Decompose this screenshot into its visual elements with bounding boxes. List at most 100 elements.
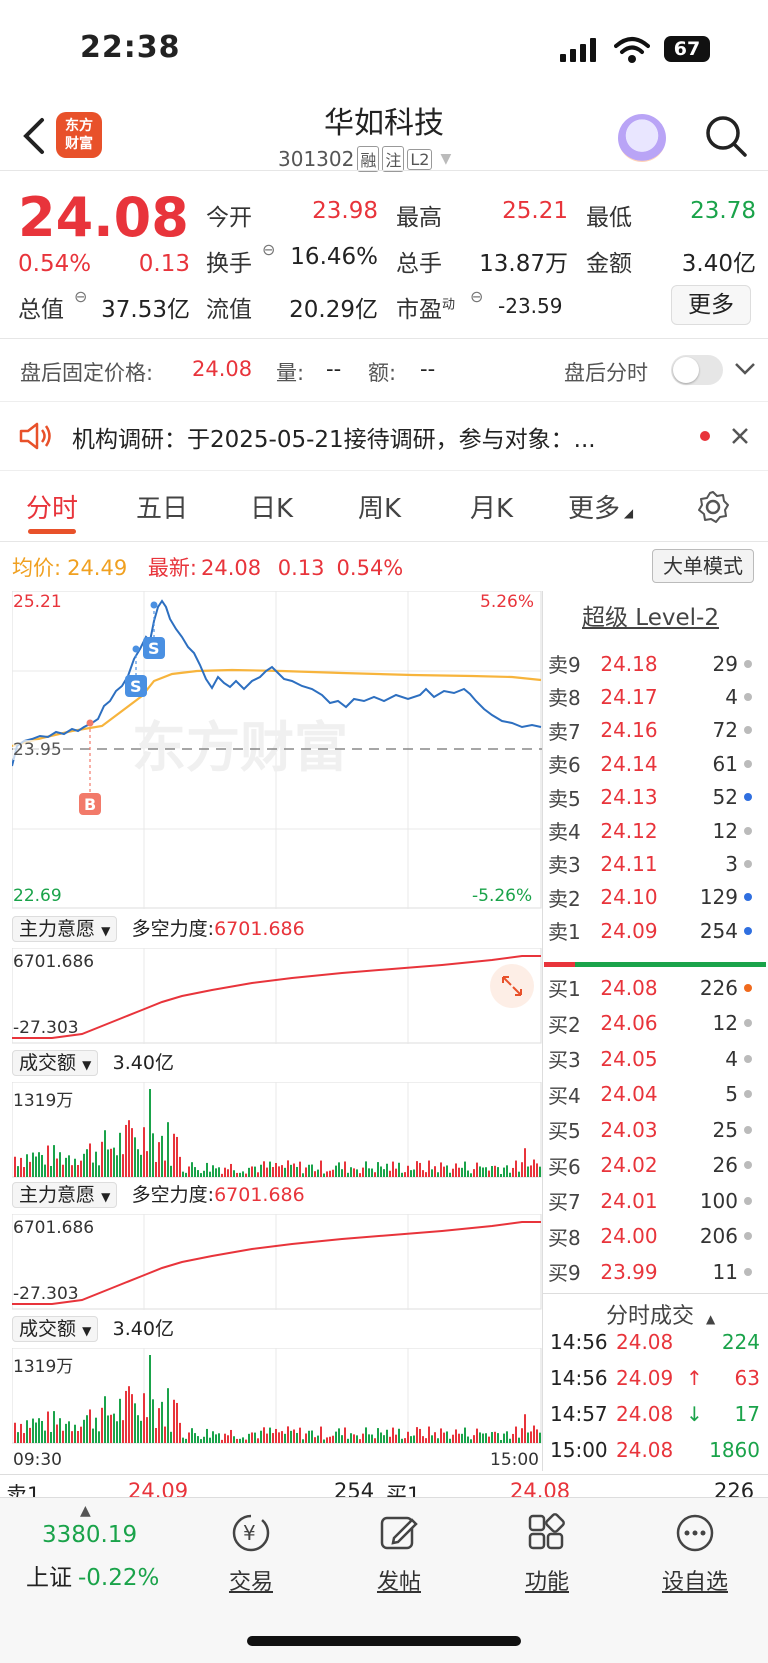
tab-more[interactable]: 更多 ◢ [568, 494, 634, 524]
tick-direction [686, 1438, 706, 1462]
sell-row[interactable]: 卖4 24.12 12 [548, 813, 762, 848]
order-level-label: 卖9 [548, 653, 581, 677]
stock-name[interactable]: 华如科技 [324, 106, 444, 141]
pe-value: -23.59 [498, 294, 563, 318]
order-dot [744, 1267, 752, 1276]
buy-row[interactable]: 买8 24.00 206 [548, 1219, 762, 1254]
buy-row[interactable]: 买5 24.03 25 [548, 1112, 762, 1147]
order-dot [744, 859, 752, 868]
turnover-label: 换手 [206, 251, 252, 277]
buy-row[interactable]: 买4 24.04 5 [548, 1077, 762, 1112]
svg-text:S: S [130, 677, 142, 696]
order-volume: 61 [712, 751, 738, 776]
stock-code-row[interactable]: 301302 融 注 L2 ▼ [278, 146, 451, 172]
ticks-title[interactable]: 分时成交 ▲ [606, 1304, 716, 1329]
buy-row[interactable]: 买7 24.01 100 [548, 1183, 762, 1218]
tick-direction: ↑ [686, 1366, 703, 1390]
indicator1-header: 主力意愿 ▼ 多空力度:6701.686 [12, 914, 305, 942]
sell-row[interactable]: 卖1 24.09 254 [548, 913, 762, 948]
order-dot [744, 893, 752, 902]
tab-five-day[interactable]: 五日 [136, 494, 189, 524]
back-icon[interactable] [20, 116, 50, 156]
low-label: 最低 [586, 205, 632, 231]
sell-row[interactable]: 卖5 24.13 52 [548, 780, 762, 815]
order-dot [744, 726, 752, 735]
chevron-down-icon[interactable] [734, 362, 756, 376]
nav-post[interactable]: 发帖 [354, 1512, 444, 1596]
order-dot [744, 1090, 752, 1098]
order-volume: 226 [699, 975, 738, 1000]
nav-add-watchlist[interactable]: 设自选 [650, 1512, 740, 1596]
search-icon[interactable] [704, 114, 748, 158]
tab-intraday[interactable]: 分时 [26, 494, 79, 524]
sell-row[interactable]: 卖8 24.17 4 [548, 679, 762, 714]
buy-row[interactable]: 买1 24.08 226 [548, 970, 762, 1005]
order-level-label: 卖3 [548, 853, 581, 878]
volume1-chart[interactable] [12, 1082, 542, 1178]
nav-trade[interactable]: ¥ 交易 [206, 1512, 296, 1596]
order-dot [744, 1125, 752, 1134]
indicator-dropdown[interactable]: 主力意愿 ▼ [12, 916, 118, 942]
tick-volume: 224 [721, 1330, 760, 1354]
order-price: 24.17 [600, 684, 658, 709]
change-percent: 0.54% [18, 251, 92, 277]
info-icon[interactable]: ⊖ [470, 287, 484, 306]
order-level-label: 买2 [548, 1012, 581, 1037]
buy-row[interactable]: 买3 24.05 4 [548, 1041, 762, 1076]
order-dot [744, 793, 752, 802]
sell-row[interactable]: 卖3 24.11 3 [548, 846, 762, 881]
intraday-price-chart[interactable]: 东方财富 B S S [12, 591, 542, 909]
order-price: 24.02 [600, 1153, 658, 1177]
indicator2-top: 6701.686 [13, 1218, 95, 1238]
buy-row[interactable]: 买2 24.06 12 [548, 1006, 762, 1041]
tick-price: 24.08 [616, 1438, 674, 1462]
order-level-label: 卖8 [548, 686, 581, 711]
tag-level2: L2 [407, 148, 433, 170]
settings-gear-icon[interactable] [696, 490, 730, 524]
buy-row[interactable]: 买6 24.02 26 [548, 1148, 762, 1183]
tick-row: 14:56 24.09 ↑ 63 [550, 1366, 760, 1390]
tick-time: 15:00 [550, 1438, 608, 1462]
order-volume: 25 [712, 1117, 738, 1142]
tab-weekly-k[interactable]: 周K [358, 494, 402, 524]
indicator2-chart[interactable] [12, 1214, 542, 1310]
nav-functions[interactable]: 功能 [502, 1512, 592, 1596]
volume-dropdown[interactable]: 成交额 ▼ [12, 1050, 99, 1076]
index-value[interactable]: 3380.19 [42, 1522, 138, 1548]
sell-row[interactable]: 卖9 24.18 29 [548, 646, 762, 681]
volume1-header: 成交额 ▼ 3.40亿 [12, 1048, 174, 1076]
sell-row[interactable]: 卖6 24.14 61 [548, 746, 762, 781]
more-button[interactable]: 更多 [671, 285, 751, 325]
sell-row[interactable]: 卖2 24.10 129 [548, 880, 762, 915]
info-icon[interactable]: ⊖ [262, 240, 276, 259]
index-line[interactable]: 上证 -0.22% [26, 1565, 160, 1591]
volume2-chart[interactable] [12, 1348, 542, 1444]
order-level-label: 买9 [548, 1261, 581, 1285]
tick-price: 24.08 [616, 1402, 674, 1426]
after-hours-toggle[interactable] [671, 355, 723, 385]
assistant-avatar-icon[interactable] [618, 114, 666, 162]
indicator-dropdown[interactable]: 主力意愿 ▼ [12, 1182, 118, 1208]
after-hours-toggle-label: 盘后分时 [564, 361, 648, 385]
open-label: 今开 [206, 205, 252, 231]
volume-dropdown[interactable]: 成交额 ▼ [12, 1316, 99, 1342]
chart-pct-max: 5.26% [480, 592, 535, 612]
sell-row[interactable]: 卖7 24.16 72 [548, 713, 762, 748]
indicator1-bottom: -27.303 [13, 1018, 79, 1038]
notice-text[interactable]: 机构调研：于2025-05-21接待调研，参与对象：... [72, 427, 596, 453]
buy-row[interactable]: 买9 23.99 11 [548, 1254, 762, 1289]
tab-daily-k[interactable]: 日K [250, 494, 294, 524]
mktcap-value: 37.53亿 [101, 297, 190, 323]
big-order-mode-button[interactable]: 大单模式 [652, 549, 754, 583]
triangle-up-icon: ▲ [80, 1503, 91, 1519]
indicator1-chart[interactable] [12, 948, 542, 1044]
change-value: 0.13 [138, 251, 190, 277]
order-dot [744, 1054, 752, 1063]
tag-margin: 融 [357, 146, 380, 172]
tab-monthly-k[interactable]: 月K [470, 494, 514, 524]
close-icon[interactable] [730, 426, 750, 446]
level2-title[interactable]: 超级 Level-2 [582, 605, 719, 631]
info-icon[interactable]: ⊖ [74, 287, 88, 306]
indicator1-top: 6701.686 [13, 952, 95, 972]
order-price: 24.10 [600, 885, 658, 910]
